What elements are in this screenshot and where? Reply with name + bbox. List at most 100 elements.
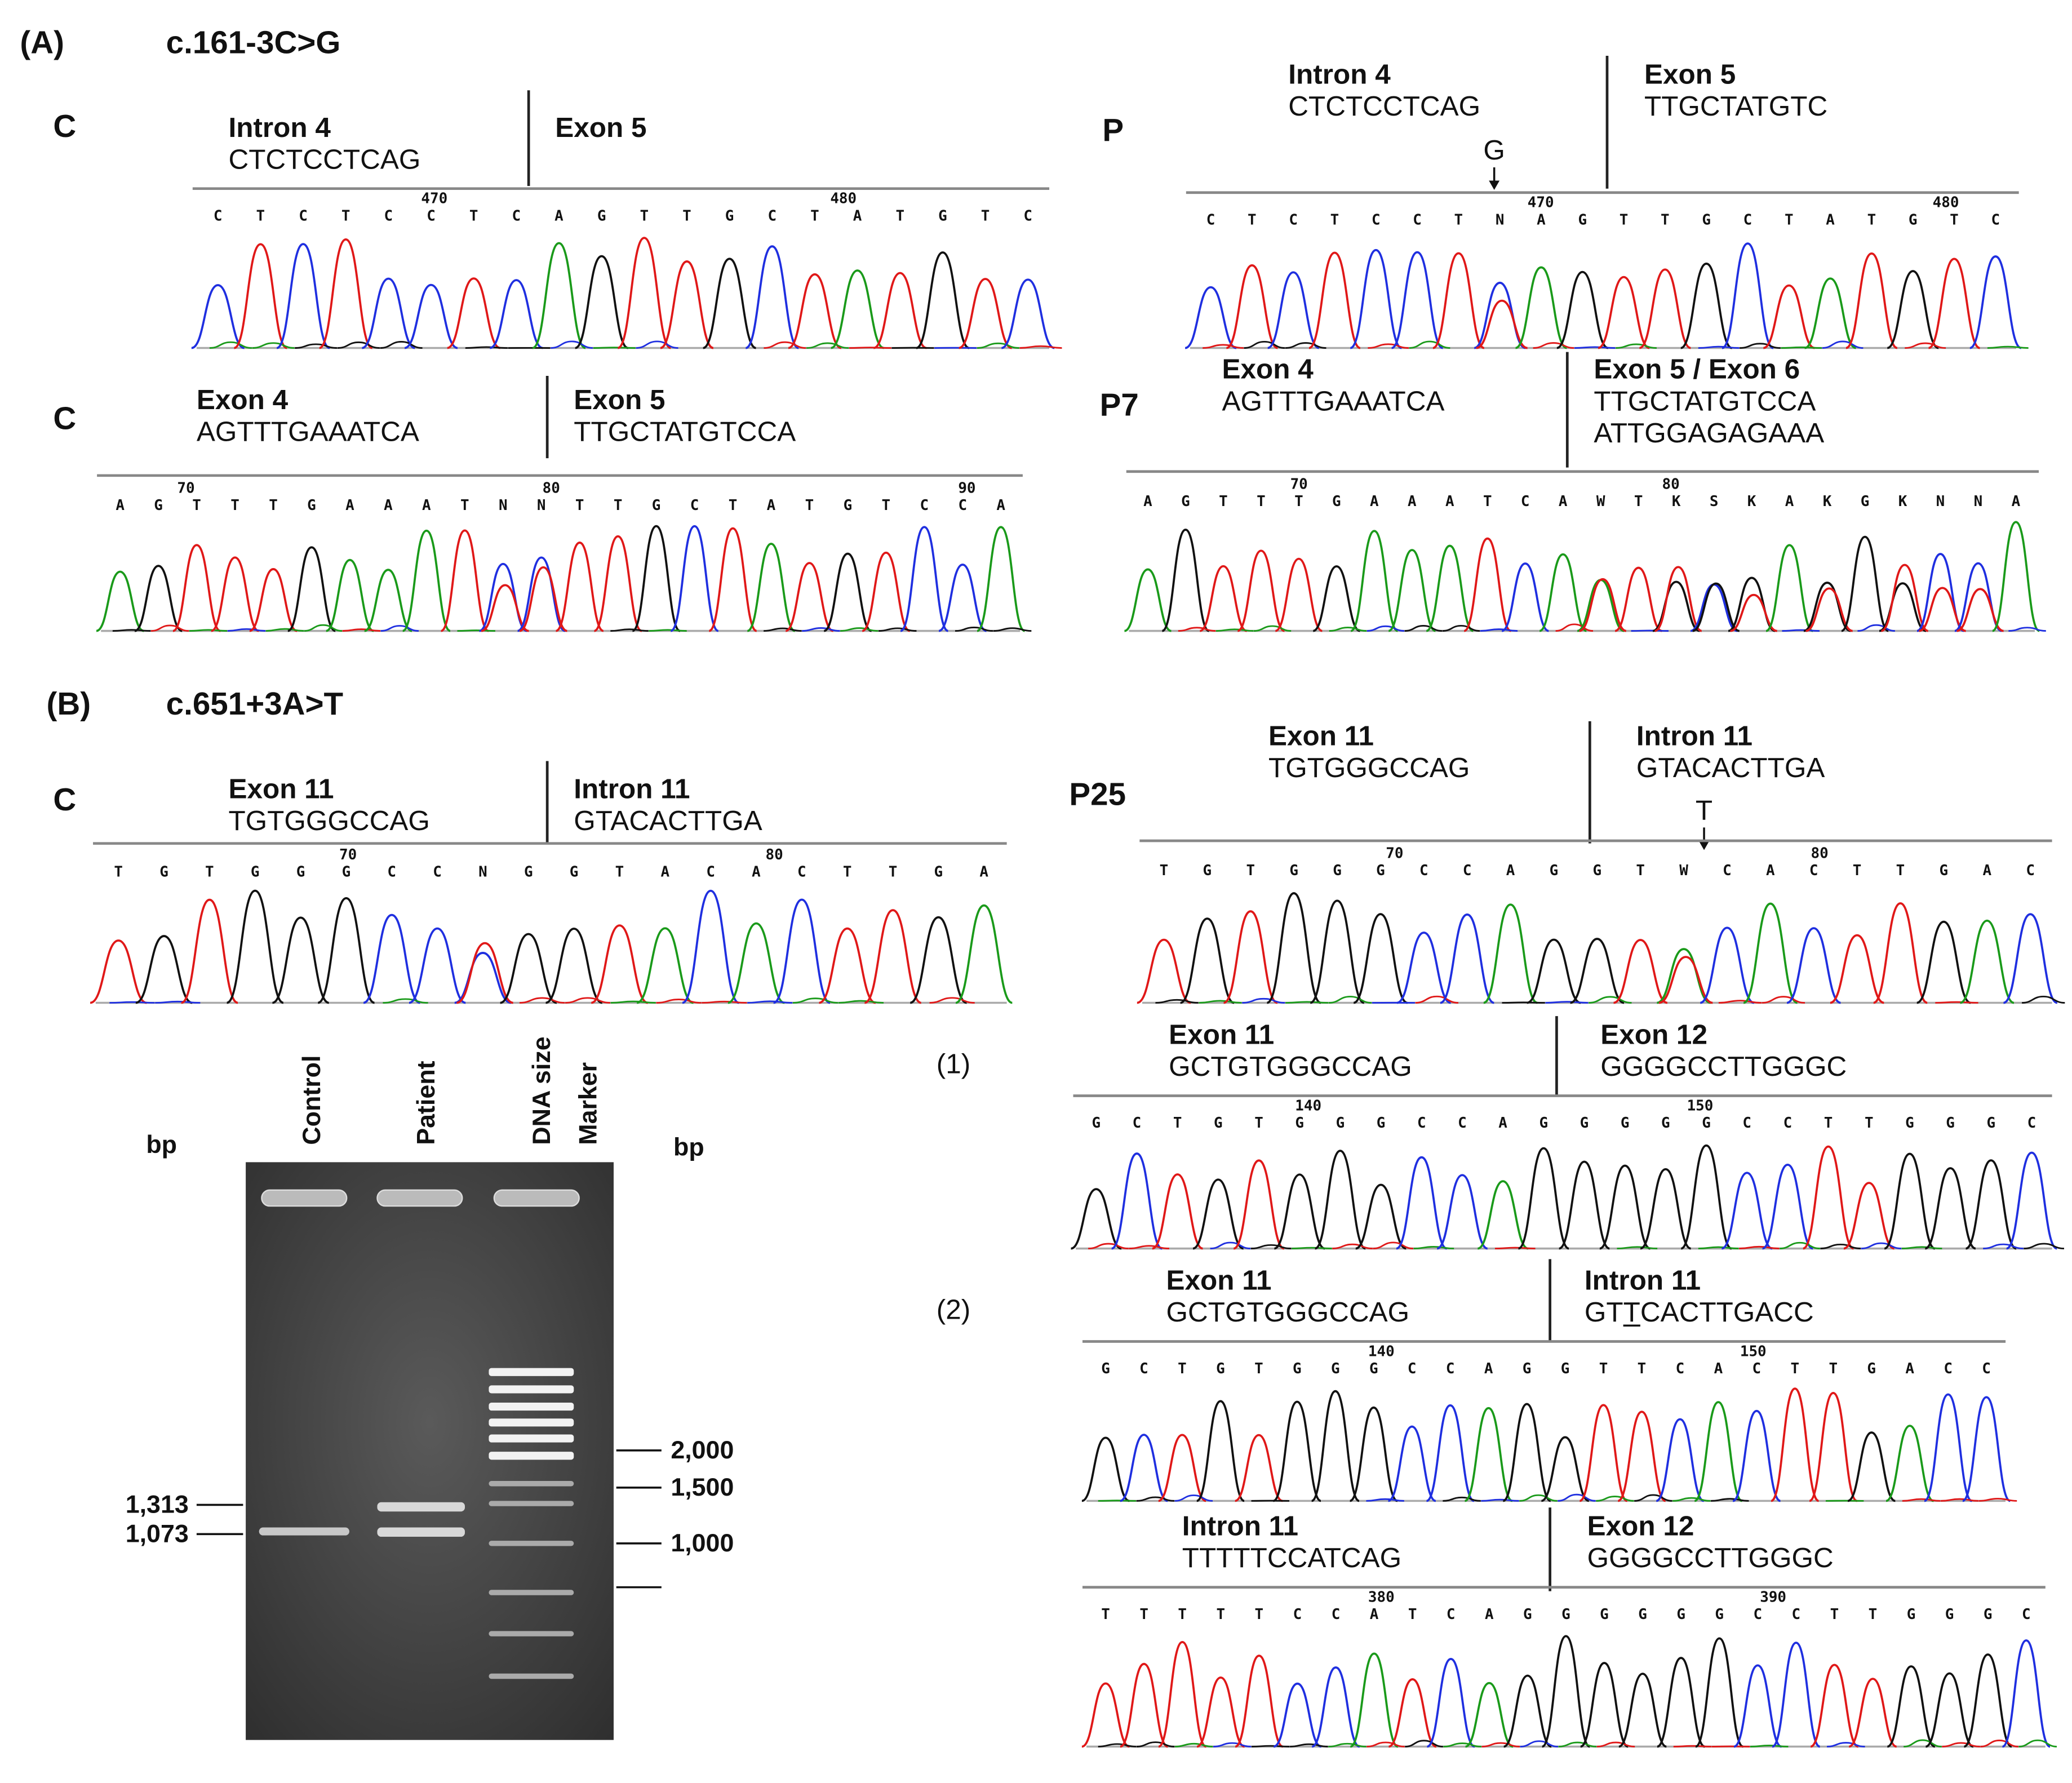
peak (1617, 1411, 1666, 1502)
position-label: 80 (1811, 845, 1829, 862)
peak (1436, 1174, 1488, 1250)
noise-peak (1545, 1001, 1589, 1004)
peak (959, 278, 1013, 349)
sequence: GGGGCCTTGGGC (1600, 1051, 1847, 1082)
noise-peak (1443, 1496, 1481, 1502)
peak (708, 527, 757, 632)
ladder-band (489, 1368, 574, 1376)
peak (1312, 565, 1361, 632)
base-call: G (1702, 211, 1711, 228)
base-call: A (1826, 211, 1835, 228)
peak (1152, 1173, 1204, 1250)
base-call: K (1672, 493, 1681, 510)
noise-peak (1596, 1741, 1635, 1747)
position-label: 140 (1368, 1343, 1395, 1360)
base-call: T (1257, 493, 1266, 510)
position-label: 470 (421, 190, 447, 207)
base-call: A (1785, 493, 1794, 510)
base-call: N (478, 864, 487, 881)
base-call: G (1523, 1360, 1532, 1377)
noise-peak (1098, 1743, 1137, 1747)
peak (1267, 271, 1320, 349)
peak (1963, 1653, 2012, 1748)
noise-peak (747, 1000, 793, 1004)
sequence: TTGCTATGTC (1644, 91, 1827, 122)
peak (1476, 299, 1528, 349)
base-call: A (1506, 862, 1515, 879)
peak (862, 551, 911, 632)
peak (1233, 1159, 1285, 1250)
base-call: A (1982, 862, 1991, 879)
peak (1226, 264, 1279, 349)
base-call: G (1216, 1360, 1225, 1377)
peak (747, 543, 796, 632)
noise-peak (1634, 1494, 1672, 1502)
base-call: G (1909, 211, 1918, 228)
noise-peak (1558, 1493, 1596, 1502)
peak (191, 284, 245, 349)
noise-peak (1174, 1494, 1213, 1502)
noise-peak (109, 1001, 155, 1004)
base-call: G (1984, 1606, 1993, 1623)
base-call: N (1496, 211, 1505, 228)
peak (1120, 1434, 1168, 1502)
base-call: C (1521, 493, 1530, 510)
base-call: C (1419, 862, 1428, 879)
base-call: A (1498, 1115, 1507, 1132)
peak (1965, 1159, 2017, 1250)
noise-peak (2024, 1243, 2064, 1249)
base-call: T (1869, 1606, 1878, 1623)
peak (938, 564, 987, 632)
peak (1918, 587, 1967, 632)
base-call: G (342, 864, 351, 881)
base-call: T (1294, 493, 1303, 510)
band (259, 1527, 349, 1536)
base-call: G (1376, 862, 1385, 879)
base-call: G (725, 207, 734, 224)
base-call: C (2022, 1606, 2031, 1623)
base-call: T (810, 207, 819, 224)
peak (1350, 249, 1403, 349)
peak (1310, 899, 1365, 1004)
arrow-head (1489, 180, 1500, 190)
region-label: Intron 11 (1585, 1265, 1701, 1296)
peak (1804, 277, 1857, 349)
noise-peak (1698, 1246, 1739, 1249)
base-call: T (1638, 1360, 1647, 1377)
base-call: A (1485, 1606, 1494, 1623)
region-label: Exon 5 / Exon 6 (1594, 354, 1800, 385)
peak (1786, 927, 1842, 1004)
peak (1803, 582, 1851, 632)
noise-peak (764, 341, 806, 349)
base-call: T (1101, 1606, 1110, 1623)
base-call: G (652, 497, 661, 514)
base-call: T (1178, 1606, 1187, 1623)
peak (1848, 1678, 1897, 1748)
base-call: T (1178, 1360, 1187, 1377)
noise-peak (1711, 1498, 1749, 1502)
noise-peak (1616, 343, 1657, 349)
variant-note: G (1483, 135, 1505, 166)
base-call: C (1723, 862, 1732, 879)
noise-peak (1332, 1243, 1373, 1249)
region-label: Exon 5 (555, 112, 646, 143)
base-call: C (1792, 1606, 1801, 1623)
sequence: AGTTTGAAATCA (197, 416, 419, 447)
noise-peak (380, 341, 423, 349)
base-call: G (1946, 1115, 1955, 1132)
peak (226, 889, 284, 1004)
noise-peak (1174, 1742, 1213, 1747)
base-call: G (934, 864, 943, 881)
peak (1349, 1406, 1398, 1502)
noise-peak (1250, 1244, 1292, 1249)
region-label: Exon 11 (1268, 720, 1374, 751)
peak (172, 544, 221, 632)
position-label: 140 (1295, 1097, 1321, 1114)
noise-peak (1555, 623, 1594, 632)
base-call: G (597, 207, 606, 224)
sample-label: P7 (1100, 387, 1139, 423)
peak (1887, 270, 1939, 349)
base-call: A (1445, 493, 1454, 510)
peak (1235, 1655, 1284, 1748)
noise-peak (610, 1000, 656, 1004)
